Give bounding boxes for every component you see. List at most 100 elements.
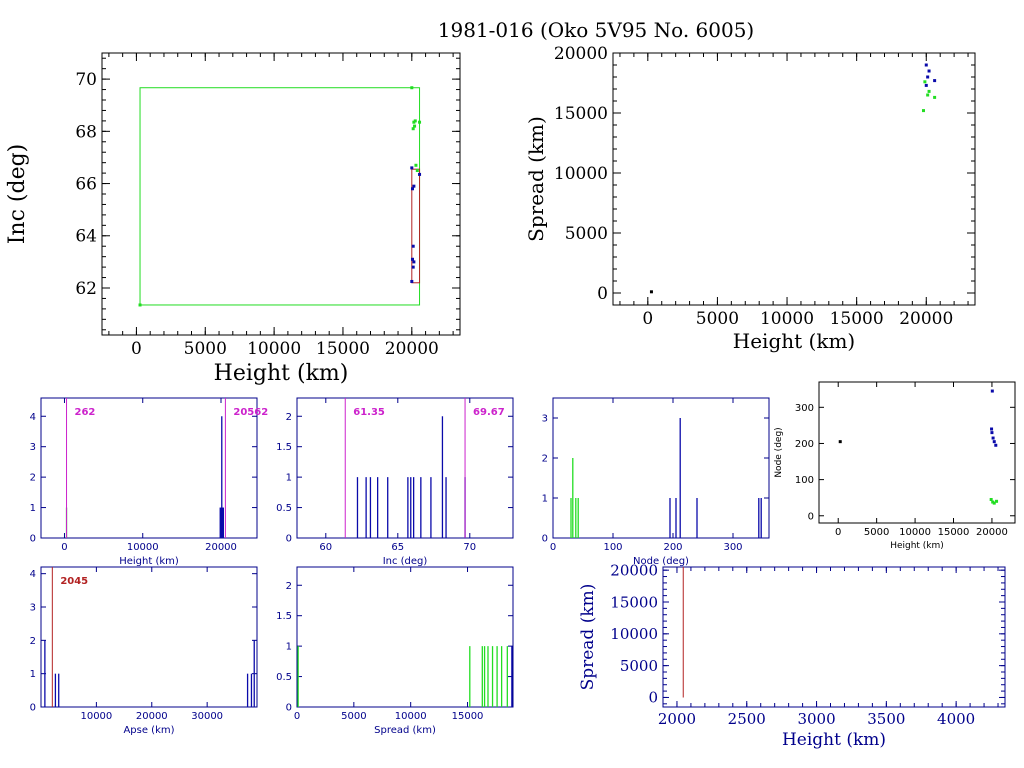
y-tick-label: 64 <box>75 227 97 247</box>
plot-frame <box>818 381 1016 524</box>
data-point-green <box>415 169 419 172</box>
data-point-green <box>927 89 931 93</box>
data-point-green <box>991 500 995 504</box>
y-tick-label: 0 <box>597 284 608 304</box>
y-tick-label: 0 <box>808 511 814 522</box>
y-tick-label: 5000 <box>565 224 608 244</box>
chart-spread_height_zoom: 2000 2500 3000 3500 4000 0 5000 10000 15000 20000… <box>578 561 1006 750</box>
data-point-blue <box>411 244 415 248</box>
x-tick-label: 0 <box>294 711 300 722</box>
x-tick-label: 65 <box>391 542 404 553</box>
x-tick-label: 10000 <box>760 309 814 329</box>
marker-label: 20562 <box>233 407 268 418</box>
x-tick-label: 100 <box>603 542 622 553</box>
plot-frame <box>296 566 514 708</box>
chart-inc_height: 0 5000 10000 15000 20000 62 64 66 68 70 Height (km… <box>5 52 461 386</box>
y-tick-label: 20000 <box>554 44 608 64</box>
plot-frame <box>612 52 976 306</box>
data-point-green <box>413 124 417 128</box>
y-tick-label: 20000 <box>610 561 658 579</box>
data-point-blue <box>994 443 998 447</box>
y-tick-label: 3 <box>30 442 36 453</box>
x-axis-label: Height (km) <box>119 556 179 567</box>
y-tick-label: 1.5 <box>276 611 292 622</box>
plot-frame <box>662 566 1006 708</box>
x-tick-label: 5000 <box>864 527 889 538</box>
x-tick-label: 15000 <box>316 339 370 359</box>
data-point-blue <box>410 279 414 283</box>
y-tick-label: 68 <box>75 122 97 142</box>
x-axis-label: Height (km) <box>733 329 855 353</box>
y-tick-label: 2 <box>286 412 292 423</box>
x-tick-label: 0 <box>131 339 142 359</box>
y-tick-label: 0.5 <box>276 672 292 683</box>
y-tick-label: 0.5 <box>276 503 292 514</box>
x-axis-label: Apse (km) <box>123 725 174 736</box>
y-tick-label: 2 <box>286 581 292 592</box>
data-point-green <box>410 86 414 90</box>
x-tick-label: 30000 <box>191 711 223 722</box>
x-tick-label: 3000 <box>797 710 835 728</box>
x-tick-label: 2500 <box>728 710 766 728</box>
y-tick-label: 1.5 <box>276 442 292 453</box>
y-tick-label: 200 <box>795 439 814 450</box>
x-axis-label: Inc (deg) <box>383 556 428 567</box>
data-point-blue <box>927 69 931 73</box>
chart-hist_height: 0 10000 20000 0 1 2 3 4 Height (km) 262 20562 <box>30 397 268 567</box>
data-point-blue <box>410 166 414 170</box>
y-tick-label: 0 <box>648 689 658 707</box>
data-point-green <box>926 93 930 97</box>
data-point-blue <box>418 172 422 176</box>
y-tick-label: 5000 <box>620 657 658 675</box>
x-tick-label: 300 <box>723 542 742 553</box>
x-tick-label: 4000 <box>937 710 975 728</box>
marker-label: 69.67 <box>473 407 505 418</box>
data-point-blue <box>990 431 994 435</box>
y-tick-label: 1 <box>30 669 36 680</box>
chart-spread_height: 0 5000 10000 15000 20000 0 5000 10000 15000 20000… <box>524 44 976 353</box>
data-point-blue <box>924 63 928 67</box>
data-point-green <box>992 501 996 505</box>
x-tick-label: 10000 <box>395 711 427 722</box>
x-tick-label: 10000 <box>127 542 159 553</box>
data-point-blue <box>924 83 928 87</box>
y-tick-label: 1 <box>542 494 548 505</box>
y-tick-label: 62 <box>75 279 97 299</box>
x-tick-label: 200 <box>663 542 682 553</box>
figure-title: 1981-016 (Oko 5V95 No. 6005) <box>438 18 754 42</box>
data-point-blue <box>991 436 995 440</box>
y-tick-label: 15000 <box>554 104 608 124</box>
range-box-red <box>411 168 421 284</box>
x-tick-label: 20000 <box>136 711 168 722</box>
x-axis-label: Spread (km) <box>374 725 436 736</box>
y-tick-label: 4 <box>30 569 36 580</box>
x-tick-label: 0 <box>835 527 841 538</box>
x-tick-label: 15000 <box>938 527 970 538</box>
marker-label: 2045 <box>60 576 88 587</box>
data-point-green <box>923 80 927 84</box>
data-point-blue <box>410 257 414 261</box>
data-point-blue <box>410 187 414 191</box>
x-tick-label: 20000 <box>899 309 953 329</box>
chart-node_height: 0 5000 10000 15000 20000 0 100 200 300 Height (km… <box>774 381 1016 551</box>
data-point-blue <box>933 79 937 83</box>
y-tick-label: 4 <box>30 412 36 423</box>
y-axis-label: Node (deg) <box>774 427 784 477</box>
data-point-green <box>921 109 925 113</box>
y-tick-label: 2 <box>30 636 36 647</box>
y-tick-label: 3 <box>30 603 36 614</box>
x-tick-label: 70 <box>463 542 476 553</box>
y-tick-label: 70 <box>75 70 97 90</box>
chart-hist_spread: 0 5000 10000 15000 0 0.5 1 1.5 2 Spread (km) <box>276 566 514 736</box>
x-axis-label: Height (km) <box>890 541 944 551</box>
x-tick-label: 0 <box>61 542 67 553</box>
x-tick-label: 20000 <box>976 527 1008 538</box>
y-tick-label: 66 <box>75 175 97 195</box>
x-tick-label: 5000 <box>184 339 227 359</box>
data-point-blue <box>926 75 930 79</box>
data-point-green <box>418 120 422 124</box>
x-axis-label: Height (km) <box>214 361 349 386</box>
y-axis-label: Spread (km) <box>524 116 548 242</box>
data-point-green <box>413 119 417 123</box>
y-tick-label: 300 <box>795 403 814 414</box>
